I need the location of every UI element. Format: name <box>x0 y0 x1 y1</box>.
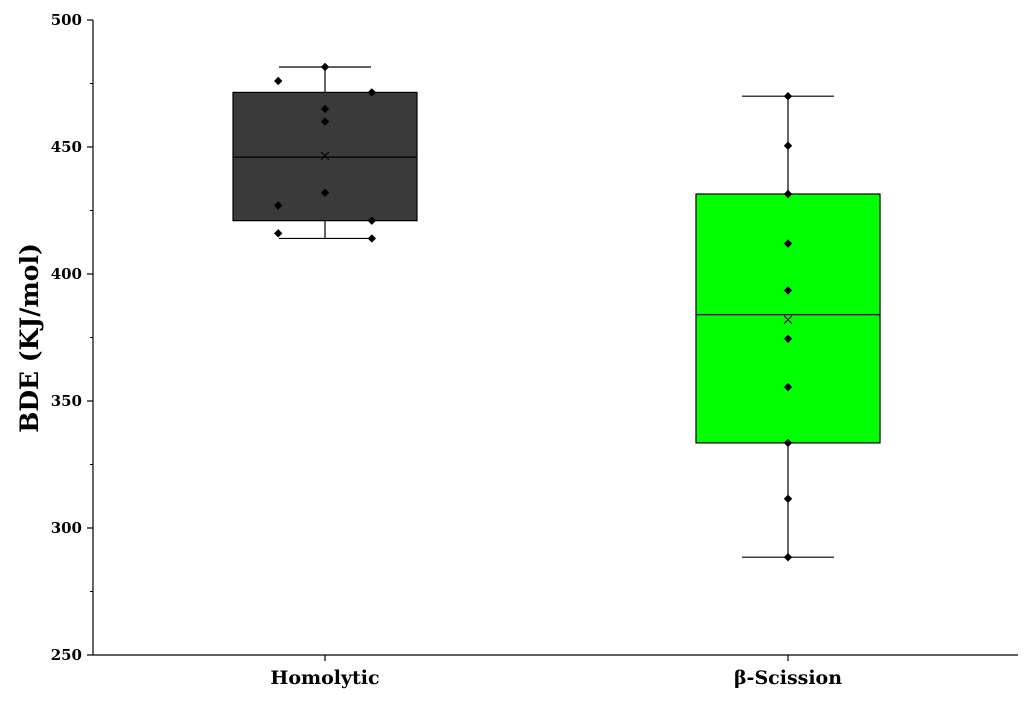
data-point <box>274 229 283 238</box>
y-axis-title: BDE (KJ/mol) <box>15 243 44 433</box>
mean-marker <box>783 315 793 325</box>
data-point <box>367 234 376 243</box>
y-tick-label: 500 <box>51 11 82 29</box>
data-point <box>367 88 376 97</box>
data-point <box>320 117 330 126</box>
data-point <box>320 104 330 114</box>
data-point <box>783 92 793 101</box>
data-point <box>783 494 793 503</box>
data-point <box>320 62 330 72</box>
data-point <box>274 76 283 86</box>
y-tick-label: 450 <box>51 138 82 156</box>
axes <box>87 19 1018 661</box>
data-point <box>783 286 793 295</box>
x-category-label: Homolytic <box>270 667 379 689</box>
data-point <box>367 216 376 225</box>
data-point <box>783 382 793 392</box>
y-tick-label: 250 <box>51 646 82 664</box>
data-point <box>783 438 793 448</box>
data-point <box>274 201 283 210</box>
data-point <box>783 141 793 150</box>
data-point <box>783 334 793 343</box>
data-point <box>783 239 793 248</box>
labels: BDE (KJ/mol) 250 300 350 400 450 500 Homolytic… <box>15 11 842 689</box>
box-2 <box>695 92 881 562</box>
x-category-label: β-Scission <box>734 667 842 689</box>
y-tick-label: 400 <box>51 265 82 283</box>
mean-marker <box>320 151 330 161</box>
data-point <box>320 188 330 197</box>
data-point <box>783 189 793 199</box>
y-tick-label: 350 <box>51 392 82 410</box>
boxes <box>232 62 881 562</box>
box-iqr <box>695 193 881 444</box>
y-tick-label: 300 <box>51 519 82 537</box>
data-point <box>783 553 793 562</box>
box-1 <box>232 62 418 243</box>
